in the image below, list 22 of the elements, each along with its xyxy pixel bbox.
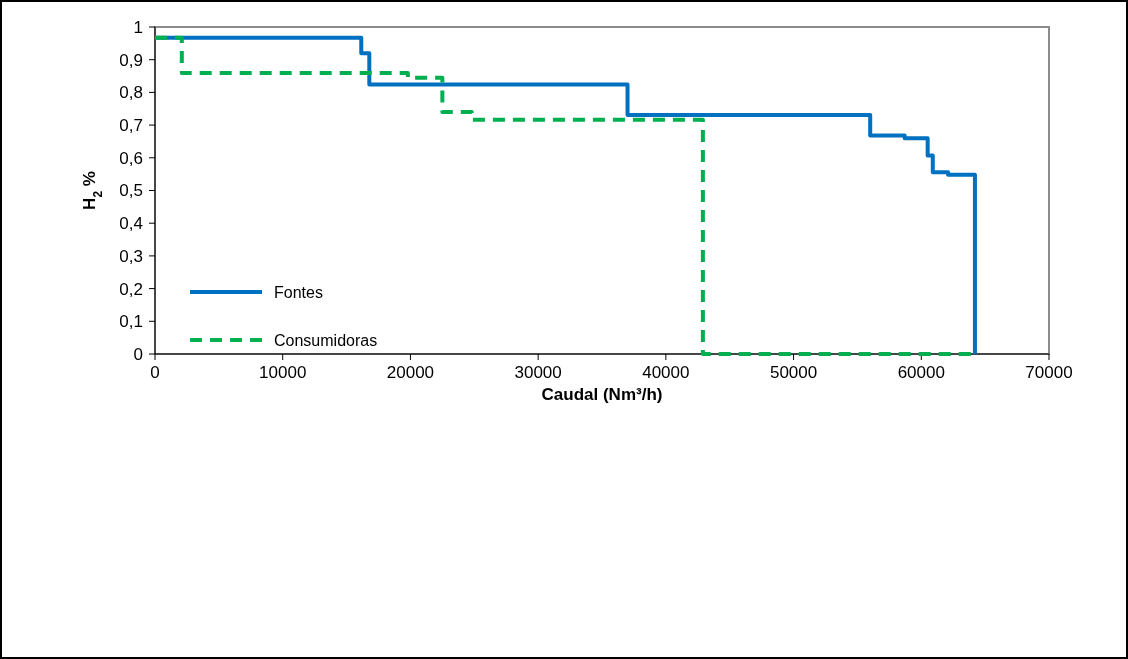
x-tick-label: 20000: [386, 363, 435, 382]
y-tick-label: 0,5: [119, 181, 143, 201]
y-tick-label: 0,2: [119, 279, 143, 299]
y-tick-label: 0,9: [119, 50, 143, 70]
y-tick-label: 0: [133, 344, 143, 364]
y-tick-label: 1: [133, 17, 143, 37]
y-tick-label: 0,6: [119, 148, 143, 168]
x-tick-label: 40000: [642, 363, 690, 382]
x-tick-label: 60000: [897, 363, 945, 382]
y-tick-label: 0,7: [119, 116, 143, 136]
x-axis-title: Caudal (Nm³/h): [541, 385, 663, 404]
x-tick-label: 0: [150, 363, 160, 382]
x-tick-label: 30000: [514, 363, 562, 382]
x-tick-label: 70000: [1025, 363, 1073, 382]
y-tick-label: 0,1: [119, 312, 143, 332]
y-tick-label: 0,8: [119, 83, 143, 103]
x-tick-label: 10000: [259, 363, 307, 382]
x-tick-label: 50000: [769, 363, 818, 382]
legend-label: Consumidoras: [274, 331, 378, 349]
y-tick-label: 0,4: [119, 214, 143, 234]
legend-label: Fontes: [274, 283, 323, 301]
y-tick-label: 0,3: [119, 246, 143, 266]
